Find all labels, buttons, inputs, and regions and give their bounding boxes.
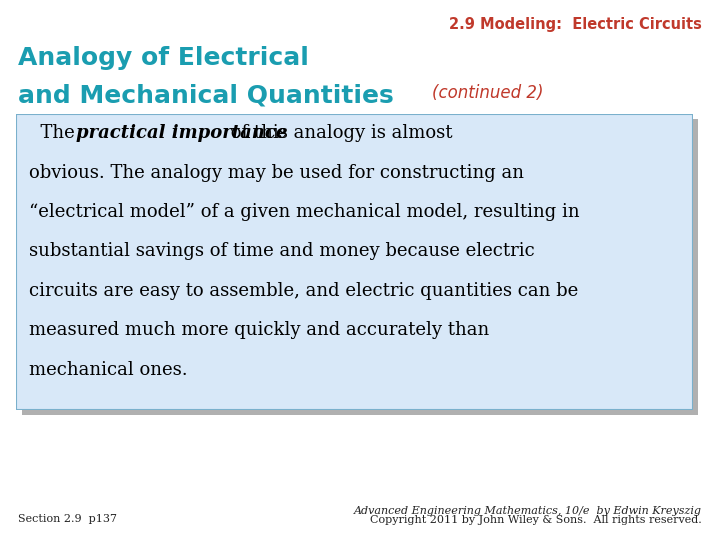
- Text: obvious. The analogy may be used for constructing an: obvious. The analogy may be used for con…: [29, 164, 523, 181]
- FancyBboxPatch shape: [22, 119, 698, 415]
- FancyBboxPatch shape: [16, 114, 693, 410]
- Text: Copyright 2011 by John Wiley & Sons.  All rights reserved.: Copyright 2011 by John Wiley & Sons. All…: [370, 515, 702, 525]
- Text: “electrical model” of a given mechanical model, resulting in: “electrical model” of a given mechanical…: [29, 203, 580, 221]
- Text: The: The: [29, 124, 81, 142]
- Text: Analogy of Electrical: Analogy of Electrical: [18, 46, 309, 70]
- Text: Section 2.9  p137: Section 2.9 p137: [18, 514, 117, 524]
- Text: Advanced Engineering Mathematics, 10/e  by Edwin Kreyszig: Advanced Engineering Mathematics, 10/e b…: [354, 505, 702, 516]
- Text: practical importance: practical importance: [76, 124, 288, 142]
- Text: and Mechanical Quantities: and Mechanical Quantities: [18, 84, 394, 107]
- Text: of this analogy is almost: of this analogy is almost: [225, 124, 452, 142]
- Text: 2.9 Modeling:  Electric Circuits: 2.9 Modeling: Electric Circuits: [449, 17, 702, 32]
- Text: mechanical ones.: mechanical ones.: [29, 361, 187, 379]
- Text: measured much more quickly and accurately than: measured much more quickly and accuratel…: [29, 321, 489, 339]
- Text: (continued 2): (continued 2): [432, 84, 544, 102]
- Text: substantial savings of time and money because electric: substantial savings of time and money be…: [29, 242, 534, 260]
- Text: circuits are easy to assemble, and electric quantities can be: circuits are easy to assemble, and elect…: [29, 282, 578, 300]
